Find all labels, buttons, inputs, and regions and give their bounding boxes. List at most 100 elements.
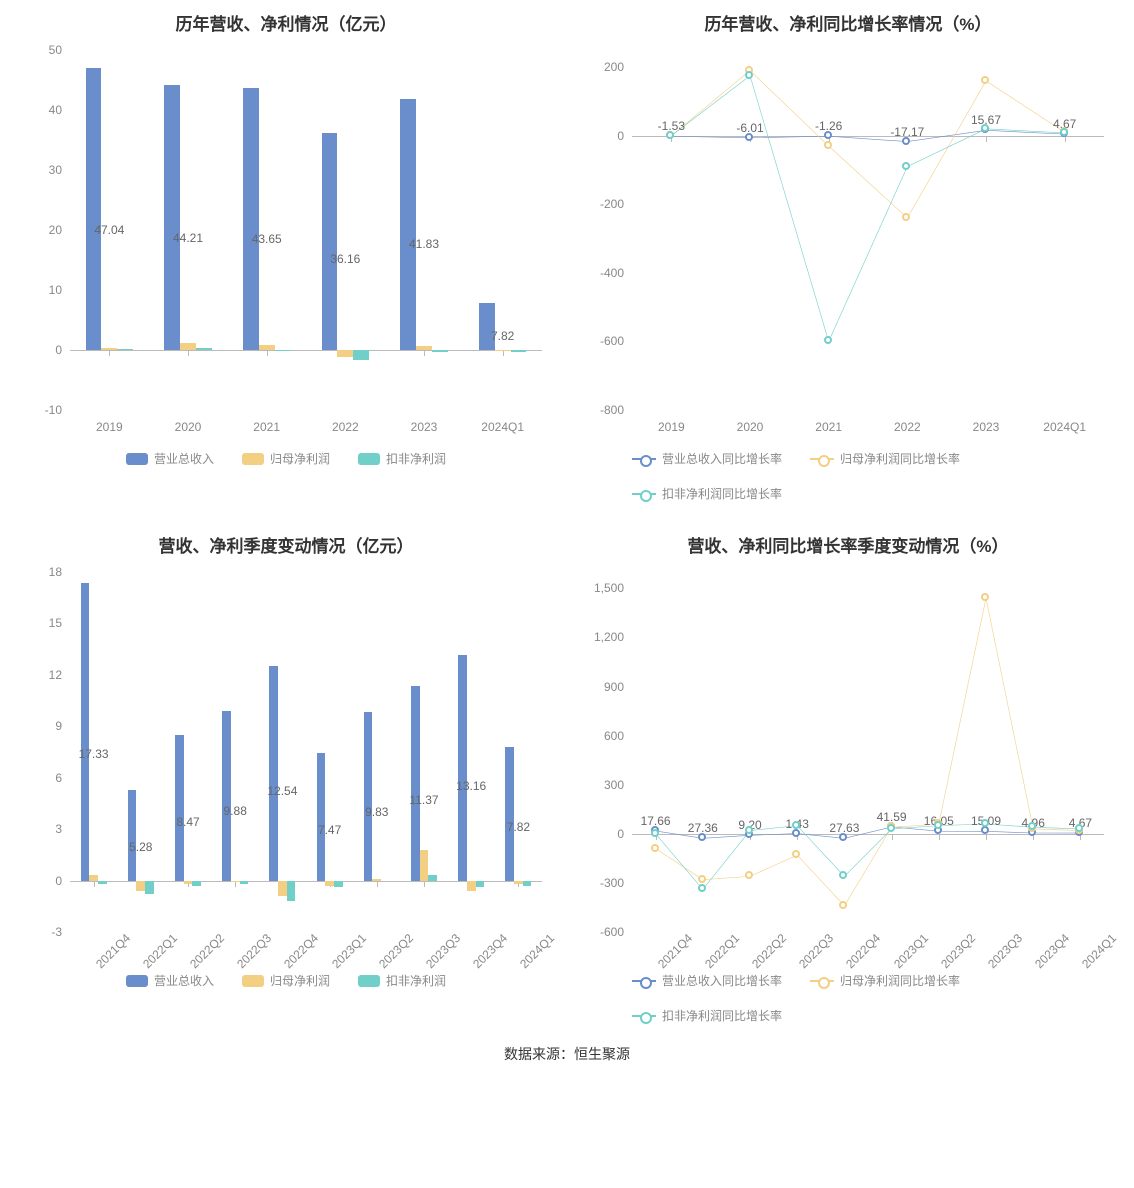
legend-item: 归母净利润 [242,450,330,467]
legend-swatch [632,489,656,499]
y-tick-label: 600 [604,729,632,743]
data-point [824,141,832,149]
bar [128,790,137,881]
legend-item: 归母净利润 [242,972,330,989]
x-tick-label: 2021 [253,410,280,434]
bar [136,881,145,891]
bar [364,712,373,881]
y-tick-label: 300 [604,778,632,792]
x-tick-label: 2024Q1 [481,410,524,434]
data-point [934,821,942,829]
legend-swatch [358,975,380,987]
bar-label: 44.21 [173,231,203,245]
plot-area: -303691215182021Q42022Q12022Q22022Q32022… [70,572,542,932]
x-tick-label: 2023 [973,410,1000,434]
legend-label: 扣非净利润同比增长率 [662,1007,782,1024]
y-tick-label: 30 [49,163,70,177]
chart-title: 历年营收、净利同比增长率情况（%） [582,10,1114,35]
data-point [651,829,659,837]
bar-label: 43.65 [252,232,282,246]
bar [420,850,429,881]
bar [400,99,416,350]
bar [231,881,240,883]
legend-swatch [632,454,656,464]
legend-swatch [358,453,380,465]
bar [164,85,180,350]
x-tick-label: 2023Q4 [456,917,510,971]
legend-swatch [242,975,264,987]
bar-label: 8.47 [176,815,199,829]
chart-quarterly-revenue-profit: 营收、净利季度变动情况（亿元） -303691215182021Q42022Q1… [20,532,552,1024]
data-point [1060,128,1068,136]
legend-swatch [810,976,834,986]
bar [101,348,117,350]
bar [337,350,353,357]
bar-label: 11.37 [409,793,438,807]
data-source-footer: 数据来源：恒生聚源 [20,1044,1114,1064]
x-tick-label: 2023Q1 [314,917,368,971]
bar [372,879,381,881]
y-tick-label: 50 [49,43,70,57]
y-tick-label: 900 [604,680,632,694]
legend: 营业总收入同比增长率归母净利润同比增长率扣非净利润同比增长率 [582,450,1114,502]
bar [98,881,107,884]
y-tick-label: 0 [55,874,70,888]
data-point [981,124,989,132]
x-tick-label: 2021 [815,410,842,434]
bar [196,348,212,350]
point-label: -1.26 [815,119,842,133]
bar [278,881,287,896]
data-point [981,76,989,84]
x-tick-label: 2022Q4 [267,917,321,971]
data-point [651,844,659,852]
x-tick-label: 2019 [96,410,123,434]
bar-label: 13.16 [456,779,486,793]
chart-title: 历年营收、净利情况（亿元） [20,10,552,35]
bar [184,881,193,884]
bar [416,346,432,350]
legend-item: 营业总收入同比增长率 [632,972,782,989]
y-tick-label: 0 [617,827,632,841]
data-point [745,826,753,834]
plot-area: -600-30003006009001,2001,5002021Q42022Q1… [632,572,1104,932]
bar [325,881,334,886]
y-tick-label: 10 [49,283,70,297]
y-tick-label: -400 [600,266,632,280]
bar-label: 7.82 [507,820,530,834]
bar [175,735,184,880]
data-point [792,821,800,829]
x-tick-label: 2022Q1 [126,917,180,971]
y-tick-label: 1,500 [594,581,632,595]
bar-label: 5.28 [129,840,152,854]
bar-label: 36.16 [330,252,360,266]
bar [428,875,437,880]
bar [117,349,133,350]
legend-label: 营业总收入 [154,450,214,467]
y-tick-label: -200 [600,197,632,211]
x-tick-label: 2022Q3 [220,917,274,971]
legend-item: 扣非净利润 [358,972,446,989]
bar [458,655,467,881]
legend-label: 营业总收入同比增长率 [662,972,782,989]
plot-area: -800-600-400-200020020192020202120222023… [632,50,1104,410]
x-tick-label: 2020 [737,410,764,434]
legend: 营业总收入归母净利润扣非净利润 [20,450,552,467]
bar [180,343,196,350]
x-tick-label: 2022 [332,410,359,434]
bar [514,881,523,884]
bar [145,881,154,895]
bar [479,303,495,350]
bar [432,350,448,352]
bar-label: 7.47 [318,823,341,837]
x-tick-label: 2024Q1 [503,917,557,971]
chart-title: 营收、净利季度变动情况（亿元） [20,532,552,557]
bar-label: 17.33 [79,747,109,761]
legend-label: 归母净利润 [270,972,330,989]
chart-quarterly-growth-rate: 营收、净利同比增长率季度变动情况（%） -600-30003006009001,… [582,532,1114,1024]
legend-label: 归母净利润同比增长率 [840,972,960,989]
bar [334,881,343,888]
point-label: -17.17 [890,125,924,139]
y-tick-label: 12 [49,668,70,682]
y-tick-label: -800 [600,403,632,417]
bar [476,881,485,888]
